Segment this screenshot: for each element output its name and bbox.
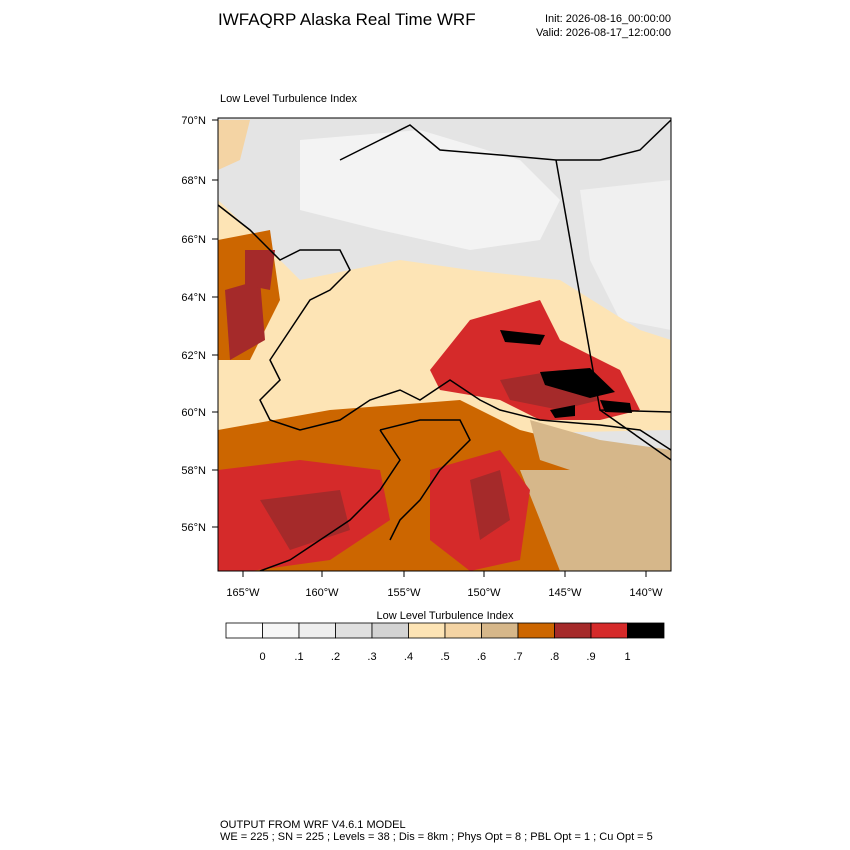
title: IWFAQRP Alaska Real Time WRF	[218, 10, 476, 29]
colorbar-label: .7	[513, 651, 522, 663]
colorbar-box	[371, 622, 409, 639]
footer-line: WE = 225 ; SN = 225 ; Levels = 38 ; Dis …	[220, 831, 653, 843]
lat-label: 56°N	[181, 522, 206, 534]
colorbar-label: 1	[624, 651, 630, 663]
colorbar-label: .8	[550, 651, 559, 663]
colorbar-label: 0	[259, 651, 265, 663]
colorbar-title: Low Level Turbulence Index	[377, 610, 514, 622]
colorbar-box	[408, 622, 446, 639]
colorbar-label: .1	[294, 651, 303, 663]
lat-label: 68°N	[181, 175, 206, 187]
lat-label: 62°N	[181, 350, 206, 362]
lat-label: 70°N	[181, 115, 206, 127]
lon-label: 145°W	[548, 587, 582, 599]
lon-label: 150°W	[467, 587, 501, 599]
colorbar-box	[554, 622, 592, 639]
coastlines	[218, 119, 671, 571]
colorbar-box	[262, 622, 300, 639]
colorbar-label: .9	[586, 651, 595, 663]
init: Init: 2026-08-16_00:00:00	[545, 13, 671, 25]
colorbar-box	[444, 622, 482, 639]
colorbar-box	[225, 622, 263, 639]
colorbar-label: .5	[440, 651, 449, 663]
lat-label: 58°N	[181, 465, 206, 477]
colorbar-box	[517, 622, 555, 639]
lat-label: 66°N	[181, 234, 206, 246]
valid: Valid: 2026-08-17_12:00:00	[536, 27, 671, 39]
footer-line: OUTPUT FROM WRF V4.6.1 MODEL	[220, 819, 406, 831]
colorbar-box	[627, 622, 665, 639]
lon-label: 165°W	[226, 587, 260, 599]
colorbar-box	[481, 622, 519, 639]
map-title: Low Level Turbulence Index	[220, 93, 357, 105]
map-frame	[217, 117, 672, 572]
colorbar-box	[335, 622, 373, 639]
map-field	[218, 118, 671, 571]
colorbar-label: .2	[331, 651, 340, 663]
colorbar-box	[590, 622, 628, 639]
lon-label: 140°W	[629, 587, 663, 599]
lat-label: 64°N	[181, 292, 206, 304]
lon-label: 155°W	[387, 587, 421, 599]
lat-label: 60°N	[181, 407, 206, 419]
lon-label: 160°W	[305, 587, 339, 599]
colorbar-label: .4	[404, 651, 413, 663]
colorbar-label: .6	[477, 651, 486, 663]
colorbar-box	[298, 622, 336, 639]
colorbar-label: .3	[367, 651, 376, 663]
